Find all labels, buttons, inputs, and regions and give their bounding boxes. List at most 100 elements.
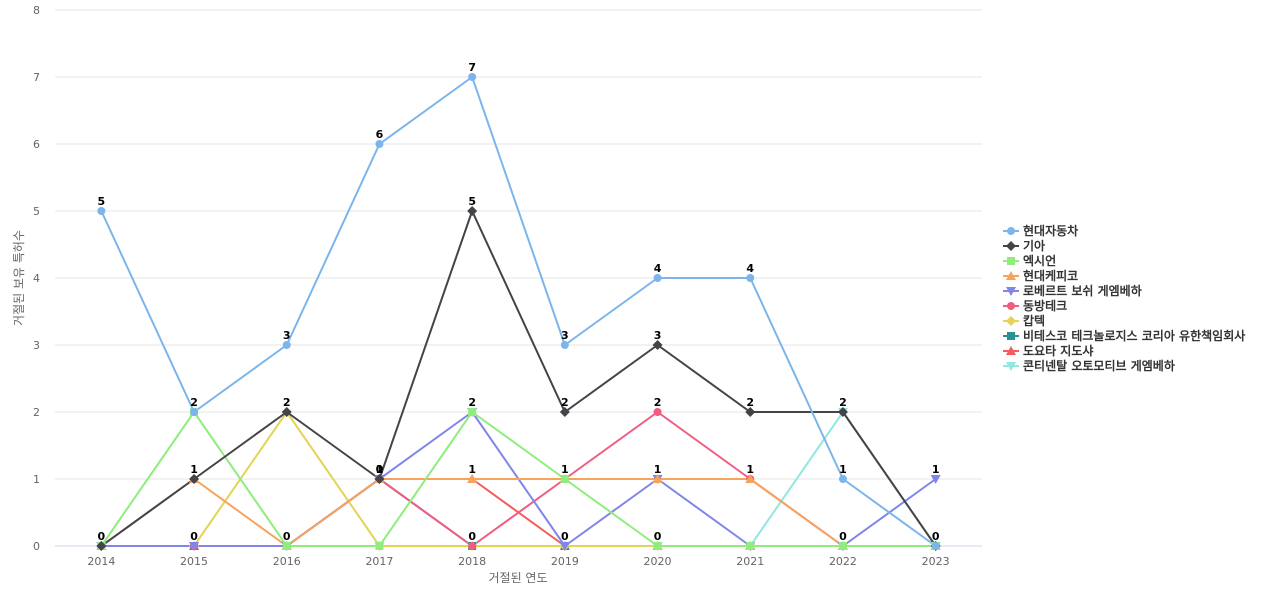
- data-label: 3: [283, 329, 291, 342]
- x-tick-label: 2014: [87, 555, 115, 568]
- data-point: [653, 542, 662, 550]
- data-point: [189, 542, 200, 551]
- y-tick-label: 4: [33, 272, 40, 285]
- data-point: [837, 407, 848, 417]
- series-line-1: [100, 210, 937, 547]
- data-label: 0: [839, 530, 847, 543]
- data-label: 0: [932, 530, 940, 543]
- y-tick-label: 7: [33, 71, 40, 84]
- data-point: [190, 408, 199, 416]
- data-label: 1: [746, 463, 754, 476]
- y-tick-label: 2: [33, 406, 40, 419]
- legend-item[interactable]: 로베르트 보쉬 게엠베하: [1003, 283, 1142, 298]
- data-point: [468, 73, 477, 81]
- legend-marker: [1006, 346, 1016, 355]
- y-tick-label: 3: [33, 339, 40, 352]
- data-point: [375, 542, 384, 550]
- data-label: 2: [190, 396, 198, 409]
- legend-item[interactable]: 현대케피코: [1003, 268, 1078, 283]
- legend-item[interactable]: 현대자동차: [1003, 223, 1078, 238]
- data-label: 0: [468, 530, 476, 543]
- data-point: [653, 274, 662, 282]
- legend-item[interactable]: 도요타 지도샤: [1003, 343, 1093, 358]
- data-label: 0: [190, 530, 198, 543]
- data-point: [281, 407, 292, 417]
- data-point: [653, 408, 662, 416]
- data-label: 0: [376, 463, 384, 476]
- series-line-2: [100, 411, 936, 547]
- data-label: 0: [561, 530, 569, 543]
- series-markers: [96, 73, 941, 551]
- legend-label: 캅텍: [1023, 313, 1045, 328]
- legend-marker: [1007, 257, 1015, 265]
- data-label: 3: [561, 329, 569, 342]
- data-label: 1: [654, 463, 662, 476]
- x-tick-label: 2023: [922, 555, 950, 568]
- legend-label: 콘티넨탈 오토모티브 게엠베하: [1023, 358, 1175, 373]
- data-label: 4: [654, 262, 662, 275]
- y-tick-label: 8: [33, 4, 40, 17]
- legend-marker: [1006, 241, 1016, 251]
- series-lines: [100, 76, 937, 547]
- data-label: 7: [468, 61, 476, 74]
- x-tick-label: 2019: [551, 555, 579, 568]
- x-axis-title: 거절된 연도: [488, 571, 547, 585]
- legend-item[interactable]: 엑시언: [1003, 253, 1056, 268]
- data-label: 2: [283, 396, 291, 409]
- legend-item[interactable]: 콘티넨탈 오토모티브 게엠베하: [1003, 358, 1175, 373]
- data-label: 1: [468, 463, 476, 476]
- legend-item[interactable]: 캅텍: [1003, 313, 1045, 328]
- data-point: [838, 475, 847, 483]
- data-label: 1: [932, 463, 940, 476]
- data-point: [468, 542, 477, 550]
- legend-label: 현대자동차: [1023, 223, 1078, 238]
- data-point: [652, 340, 663, 350]
- data-label: 2: [839, 396, 847, 409]
- legend-label: 비테스코 테크놀로지스 코리아 유한책임회사: [1023, 328, 1245, 343]
- data-point: [374, 474, 385, 484]
- legend-marker: [1007, 332, 1015, 340]
- x-tick-label: 2015: [180, 555, 208, 568]
- data-label: 2: [746, 396, 754, 409]
- x-tick-label: 2018: [458, 555, 486, 568]
- y-tick-label: 5: [33, 205, 40, 218]
- x-tick-label: 2020: [644, 555, 672, 568]
- data-label: 5: [468, 195, 476, 208]
- data-label: 5: [98, 195, 106, 208]
- legend-marker: [1007, 227, 1015, 235]
- data-point: [838, 542, 847, 550]
- data-point: [931, 542, 940, 550]
- data-point: [468, 408, 477, 416]
- legend-marker: [1006, 287, 1016, 296]
- y-tick-label: 6: [33, 138, 40, 151]
- data-point: [746, 542, 755, 550]
- legend-item[interactable]: 기아: [1003, 238, 1045, 253]
- legend-label: 동방테크: [1023, 298, 1067, 313]
- data-label: 1: [376, 463, 384, 476]
- data-point: [282, 341, 291, 349]
- data-label: 1: [561, 463, 569, 476]
- data-label: 6: [376, 128, 384, 141]
- data-label: 3: [654, 329, 662, 342]
- x-tick-label: 2021: [736, 555, 764, 568]
- data-label: 0: [654, 530, 662, 543]
- legend-item[interactable]: 비테스코 테크놀로지스 코리아 유한책임회사: [1003, 328, 1245, 343]
- legend-marker: [1007, 302, 1015, 310]
- y-tick-label: 1: [33, 473, 40, 486]
- legend-item[interactable]: 동방테크: [1003, 298, 1067, 313]
- data-label: 1: [190, 463, 198, 476]
- x-tick-label: 2022: [829, 555, 857, 568]
- data-point: [96, 541, 107, 551]
- y-tick-label: 0: [33, 540, 40, 553]
- data-point: [375, 140, 384, 148]
- data-point: [745, 474, 756, 483]
- data-point: [560, 475, 569, 483]
- series-line-0: [100, 76, 937, 547]
- series-line-3: [100, 478, 936, 547]
- data-point: [282, 542, 291, 550]
- legend-label: 현대케피코: [1023, 268, 1078, 283]
- data-label: 4: [746, 262, 754, 275]
